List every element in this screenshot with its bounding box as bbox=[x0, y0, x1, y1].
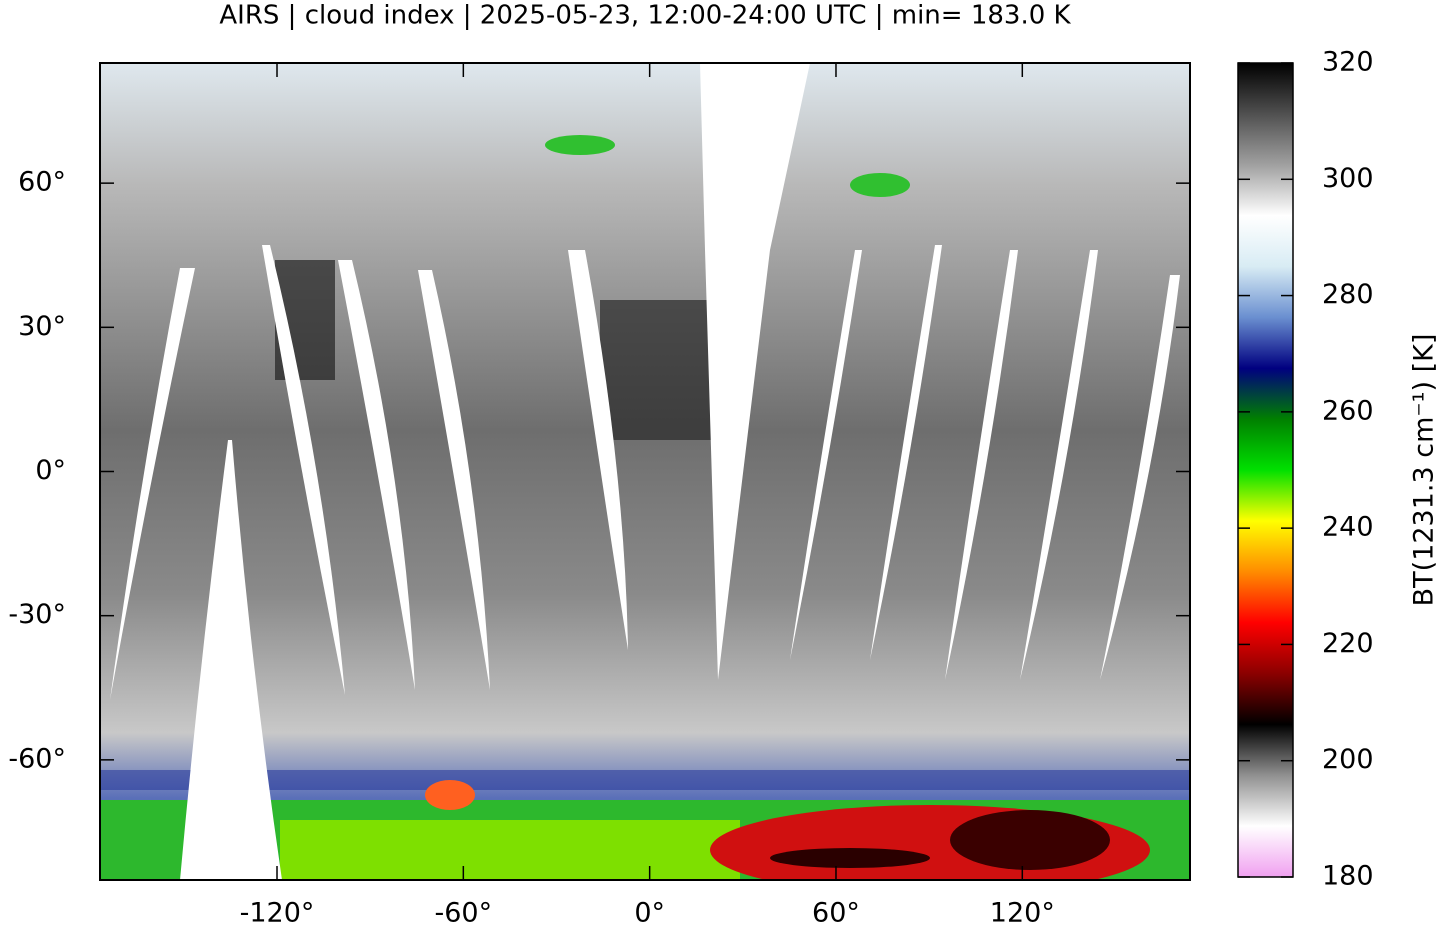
colorbar-tick-label: 240 bbox=[1322, 512, 1374, 543]
colorbar-tick-label: 200 bbox=[1322, 744, 1374, 775]
x-tick-label: 0° bbox=[634, 898, 665, 929]
x-tick-label: -120° bbox=[240, 898, 315, 929]
y-tick-label: 0° bbox=[35, 455, 66, 486]
y-tick-label: 30° bbox=[18, 311, 66, 342]
colorbar-tick-label: 300 bbox=[1322, 163, 1374, 194]
colorbar-tick-label: 180 bbox=[1322, 861, 1374, 892]
colorbar-tick-label: 280 bbox=[1322, 279, 1374, 310]
title: AIRS | cloud index | 2025-05-23, 12:00-2… bbox=[219, 1, 1071, 31]
colorbar-tick-label: 260 bbox=[1322, 395, 1374, 426]
map-image bbox=[100, 63, 1190, 880]
colorbar bbox=[1237, 62, 1294, 878]
x-tick-label: -60° bbox=[435, 898, 493, 929]
x-tick-label: 120° bbox=[990, 898, 1055, 929]
y-tick-label: 60° bbox=[18, 167, 66, 198]
colorbar-label: BT(1231.3 cm⁻¹) [K] bbox=[1409, 334, 1440, 607]
colorbar-tick-label: 320 bbox=[1322, 47, 1374, 78]
y-tick-label: -60° bbox=[8, 743, 66, 774]
y-tick-label: -30° bbox=[8, 599, 66, 630]
colorbar-tick-label: 220 bbox=[1322, 628, 1374, 659]
x-tick-label: 60° bbox=[812, 898, 860, 929]
